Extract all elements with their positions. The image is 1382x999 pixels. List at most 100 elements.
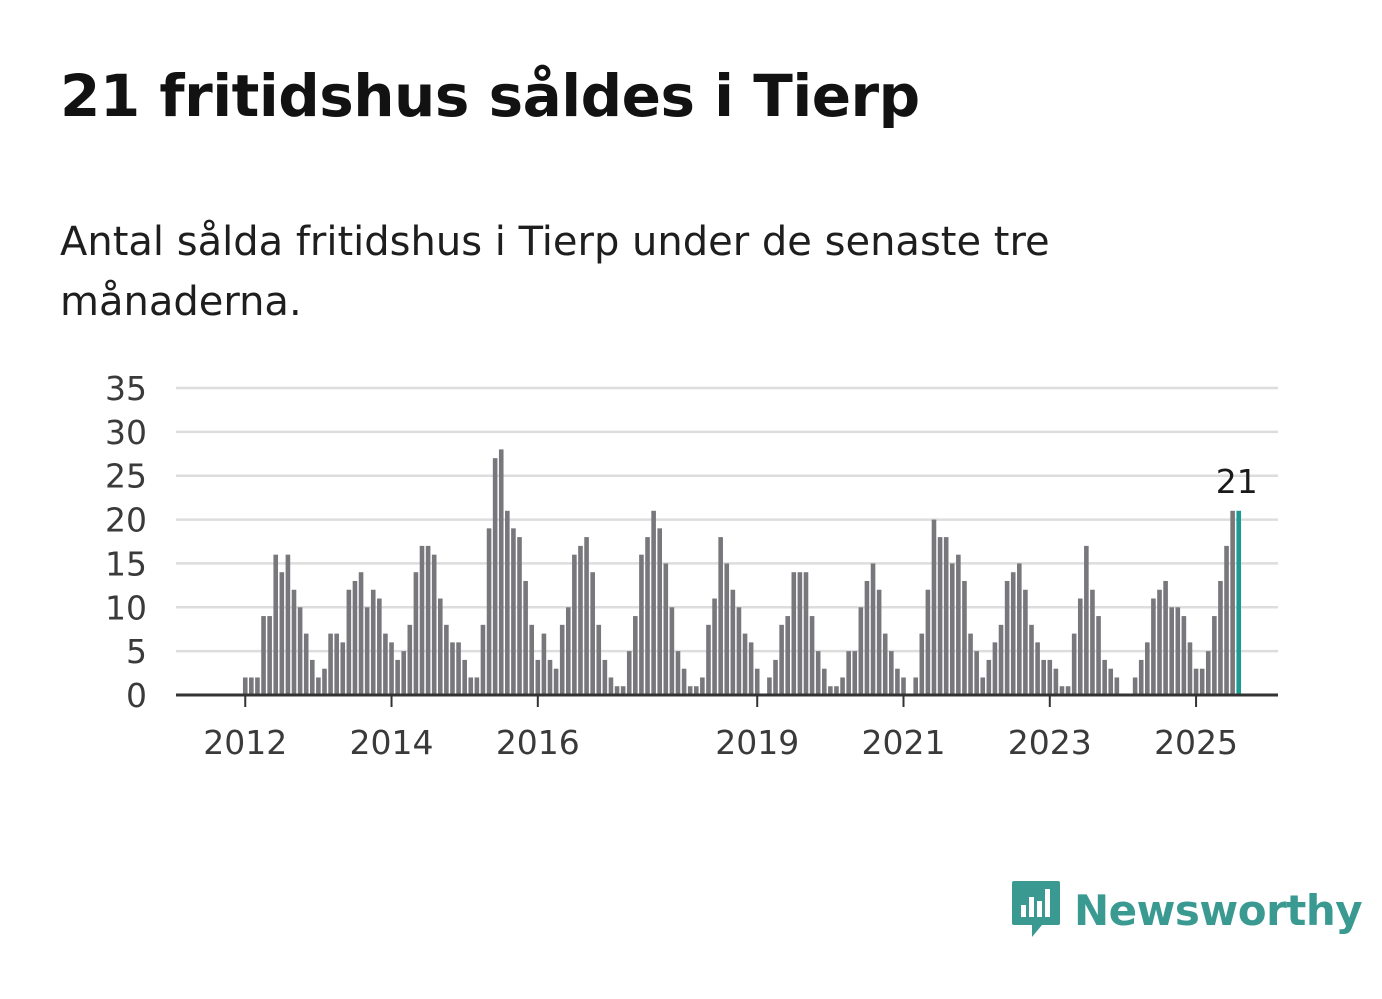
annotations: 21 — [1216, 462, 1258, 501]
bar — [1077, 598, 1083, 695]
bar — [779, 624, 784, 695]
bar — [712, 598, 717, 695]
page-subtitle: Antal sålda fritidshus i Tierp under de … — [60, 219, 1050, 325]
bar — [1084, 545, 1089, 695]
bar — [626, 651, 632, 695]
y-tick-label: 35 — [105, 369, 147, 408]
bar — [767, 677, 772, 695]
bar — [1151, 598, 1156, 695]
bar — [645, 537, 650, 695]
bar — [791, 572, 797, 695]
bar — [742, 633, 748, 695]
bar — [1035, 642, 1040, 695]
bar — [840, 677, 845, 695]
bar — [535, 659, 541, 695]
bar — [529, 624, 535, 695]
bar — [1004, 580, 1010, 695]
x-tick-label: 2014 — [350, 723, 434, 762]
bar — [962, 580, 967, 695]
bar — [943, 537, 949, 695]
bar — [1017, 563, 1022, 695]
bar — [937, 537, 943, 695]
bar — [998, 624, 1004, 695]
bar — [413, 572, 419, 695]
bar — [1169, 607, 1174, 695]
bar — [468, 677, 474, 695]
bar — [486, 528, 492, 695]
bar — [1163, 580, 1168, 695]
bar — [974, 651, 979, 695]
bar — [925, 589, 931, 695]
bar — [608, 677, 614, 695]
bar — [249, 677, 254, 695]
bar — [1132, 677, 1138, 695]
bar — [1071, 633, 1077, 695]
newsworthy-logo-icon — [1012, 881, 1060, 937]
bar — [693, 686, 699, 695]
x-tick-label: 2023 — [1008, 723, 1092, 762]
bar — [456, 642, 461, 695]
bar — [876, 589, 882, 695]
bar — [858, 607, 864, 695]
bar — [620, 686, 626, 695]
bar — [773, 659, 778, 695]
bar — [364, 607, 370, 695]
bar — [797, 572, 803, 695]
newsworthy-logo[interactable]: Newsworthy — [1010, 878, 1363, 942]
bar — [846, 651, 851, 695]
bar — [1090, 589, 1095, 695]
bar — [1199, 668, 1205, 695]
y-tick-label: 15 — [105, 544, 147, 583]
bar — [736, 607, 742, 695]
bar — [919, 633, 925, 695]
bar — [328, 633, 333, 695]
bar — [377, 598, 382, 695]
bar — [700, 677, 705, 695]
bar — [370, 589, 376, 695]
bar — [748, 642, 754, 695]
bar — [803, 572, 809, 695]
bar — [718, 537, 723, 695]
bar — [578, 545, 583, 695]
bar — [559, 624, 565, 695]
bar — [474, 677, 480, 695]
bar — [882, 633, 888, 695]
bar — [785, 616, 790, 695]
bar — [901, 677, 906, 695]
bar — [1138, 659, 1144, 695]
bar — [1065, 686, 1071, 695]
bar — [706, 624, 711, 695]
x-axis-ticks: 2012 2014 2016 2019 2021 2023 2025 — [203, 695, 1238, 762]
bar — [1224, 545, 1229, 695]
bar — [1175, 607, 1181, 695]
bar — [261, 616, 266, 695]
bar — [870, 563, 876, 695]
bar — [279, 572, 285, 695]
bar — [669, 607, 675, 695]
bar — [1102, 659, 1107, 695]
bar — [968, 633, 973, 695]
bar — [553, 668, 559, 695]
bar — [352, 580, 358, 695]
bar — [498, 449, 504, 695]
bar — [675, 651, 681, 695]
bar — [273, 554, 279, 695]
bar — [450, 642, 455, 695]
highlight-value-label: 21 — [1216, 462, 1258, 501]
x-tick-label: 2012 — [203, 723, 287, 762]
x-tick-label: 2025 — [1154, 723, 1238, 762]
bar — [1047, 659, 1053, 695]
bar — [889, 651, 894, 695]
bar — [334, 633, 339, 695]
x-tick-label: 2019 — [715, 723, 799, 762]
bar — [992, 642, 998, 695]
bar — [383, 633, 388, 695]
bar — [956, 554, 961, 695]
bar — [437, 598, 443, 695]
bar — [310, 659, 315, 695]
bar — [572, 554, 577, 695]
bar — [1059, 686, 1065, 695]
bar — [255, 677, 260, 695]
bar — [291, 589, 297, 695]
bar — [663, 563, 669, 695]
